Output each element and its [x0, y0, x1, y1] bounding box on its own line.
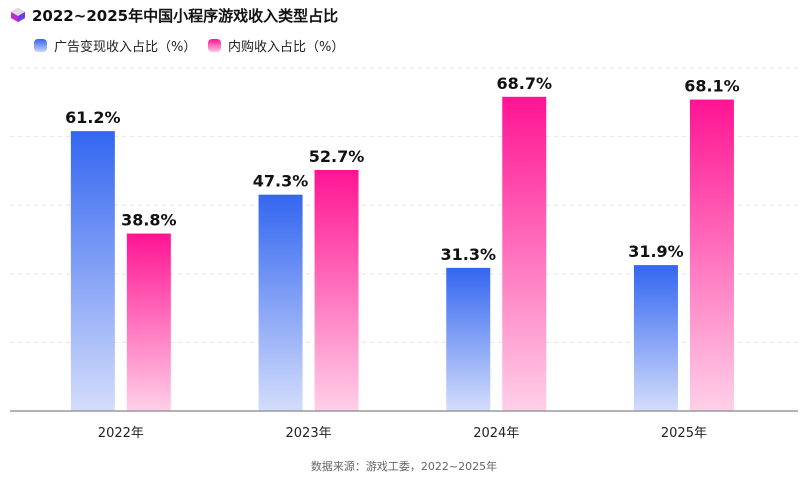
data-source-note: 数据来源：游戏工委，2022~2025年 — [310, 460, 498, 473]
bar-iap-2022年 — [126, 233, 171, 411]
data-label: 61.2% — [65, 108, 121, 127]
data-label: 68.7% — [496, 74, 552, 93]
data-label: 31.9% — [628, 242, 684, 261]
legend-swatch-ads — [34, 39, 47, 52]
chart-title: 2022~2025年中国小程序游戏收入类型占比 — [32, 7, 339, 25]
bar-ads-2024年 — [446, 267, 491, 411]
legend-item-iap: 内购收入占比（%） — [208, 36, 344, 55]
data-label: 38.8% — [121, 211, 177, 230]
x-tick-label: 2023年 — [286, 426, 332, 441]
bar-iap-2023年 — [314, 169, 359, 411]
legend-label-ads: 广告变现收入占比（%） — [54, 40, 197, 55]
legend-item-ads: 广告变现收入占比（%） — [34, 36, 196, 55]
bar-ads-2023年 — [258, 194, 303, 411]
logo-icon — [11, 8, 25, 22]
bar-iap-2025年 — [689, 99, 734, 411]
bar-ads-2022年 — [70, 131, 115, 411]
data-label: 52.7% — [309, 147, 365, 166]
x-tick-label: 2024年 — [473, 426, 519, 441]
data-label: 31.3% — [440, 245, 496, 264]
legend-label-iap: 内购收入占比（%） — [228, 40, 345, 55]
legend-swatch-iap — [208, 39, 221, 52]
x-tick-label: 2025年 — [661, 426, 707, 441]
bar-iap-2024年 — [502, 96, 547, 411]
x-tick-label: 2022年 — [98, 426, 144, 441]
data-label: 68.1% — [684, 77, 740, 96]
data-label: 47.3% — [253, 172, 309, 191]
bar-ads-2025年 — [633, 265, 678, 411]
